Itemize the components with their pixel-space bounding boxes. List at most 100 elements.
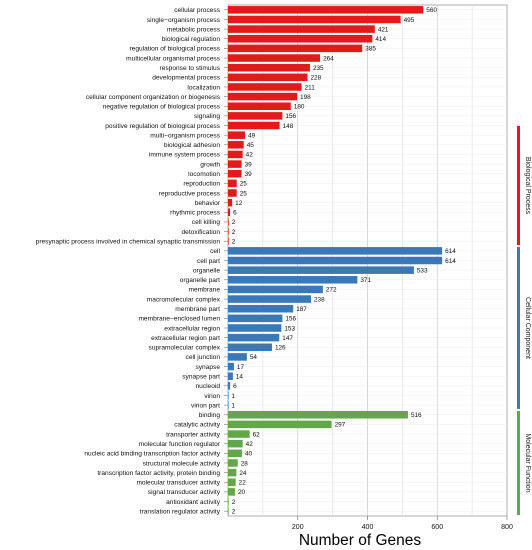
value-label: 2 [232,239,236,246]
value-label: 39 [245,161,253,168]
bar [228,141,244,149]
bar [228,497,229,506]
value-label: 2 [232,508,236,515]
category-label: signaling [194,113,220,120]
bar [228,430,250,438]
group-label: Biological Process [524,157,531,215]
bar [228,247,443,255]
bar [228,92,298,101]
category-label: positive regulation of biological proces… [105,123,220,130]
category-label: virion part [191,402,220,409]
value-label: 211 [305,84,316,91]
category-label: multi−organism process [150,132,221,139]
category-label: single−organism process [147,17,221,24]
value-label: 156 [285,316,296,323]
category-label: extracellular region [164,325,220,332]
group-label: Cellular Component [524,297,531,359]
value-label: 198 [300,94,311,101]
bar [228,439,243,448]
value-label: 238 [314,296,325,303]
bar [228,488,235,496]
value-label: 297 [335,422,346,429]
value-label: 495 [404,17,415,24]
bar [228,179,237,188]
category-label: developmental process [152,75,221,82]
bar [228,353,247,361]
x-axis-title: Number of Genes [299,532,422,549]
category-label: reproductive process [159,190,221,197]
value-label: 148 [283,123,294,130]
category-label: transcription factor activity, protein b… [97,470,220,477]
bar [228,102,291,110]
value-label: 42 [246,441,254,448]
bar [228,150,243,159]
bar [228,208,231,217]
bar [228,160,242,168]
category-label: membrane−enclosed lumen [138,316,220,323]
value-label: 24 [239,470,247,477]
value-label: 22 [239,480,247,487]
category-label: organelle part [180,277,220,284]
value-label: 2 [232,229,236,236]
bar [228,63,310,72]
category-label: structural molecule activity [143,460,221,467]
category-label: cell [210,248,220,255]
value-label: 516 [411,412,422,419]
category-label: detoxification [182,229,221,236]
value-label: 1 [231,393,235,400]
x-tick-label: 800 [501,524,513,531]
bar [228,131,246,139]
bar [228,343,272,352]
bar [228,285,323,294]
value-label: 153 [284,325,295,332]
category-label: negative regulation of biological proces… [103,104,221,111]
bar [228,372,233,380]
bar [228,25,375,33]
value-label: 533 [417,267,428,274]
group-bracket [517,247,520,409]
bar [228,411,408,419]
category-label: molecular function regulator [139,441,221,448]
value-label: 17 [237,364,245,371]
value-label: 1 [231,402,235,409]
bar [228,6,424,14]
category-label: presynaptic process involved in chemical… [36,239,221,246]
group-label: Molecular Function [524,433,531,492]
value-label: 39 [245,171,253,178]
bar [228,382,231,390]
category-label: immune system process [149,152,221,159]
bar [228,227,229,236]
value-label: 156 [285,113,296,120]
bar [228,276,358,284]
bar [228,198,233,207]
value-label: 54 [250,354,258,361]
bar [228,112,283,120]
bar [228,34,373,43]
bar [228,218,229,226]
bar [228,121,280,130]
category-label: reproduction [183,181,220,188]
category-label: cellular component organization or bioge… [86,94,221,101]
value-label: 25 [240,190,248,197]
bar [228,362,234,371]
value-label: 40 [245,451,253,458]
bar [228,391,229,400]
category-label: signal transducer activity [148,489,221,496]
category-label: extracellular region part [151,335,220,342]
bar [228,314,283,323]
category-label: molecular transducer activity [136,480,220,487]
category-label: biological adhesion [164,142,220,149]
x-tick-label: 600 [431,524,443,531]
value-label: 25 [240,181,248,188]
bar [228,189,237,197]
bar [228,333,280,342]
value-label: 187 [296,306,307,313]
category-label: regulation of biological process [129,46,220,53]
category-label: virion [204,393,220,400]
category-label: biological regulation [162,36,221,43]
bar [228,256,443,265]
category-label: rhythmic process [170,210,221,217]
category-label: macromolecular complex [147,296,221,303]
category-label: membrane part [175,306,220,313]
